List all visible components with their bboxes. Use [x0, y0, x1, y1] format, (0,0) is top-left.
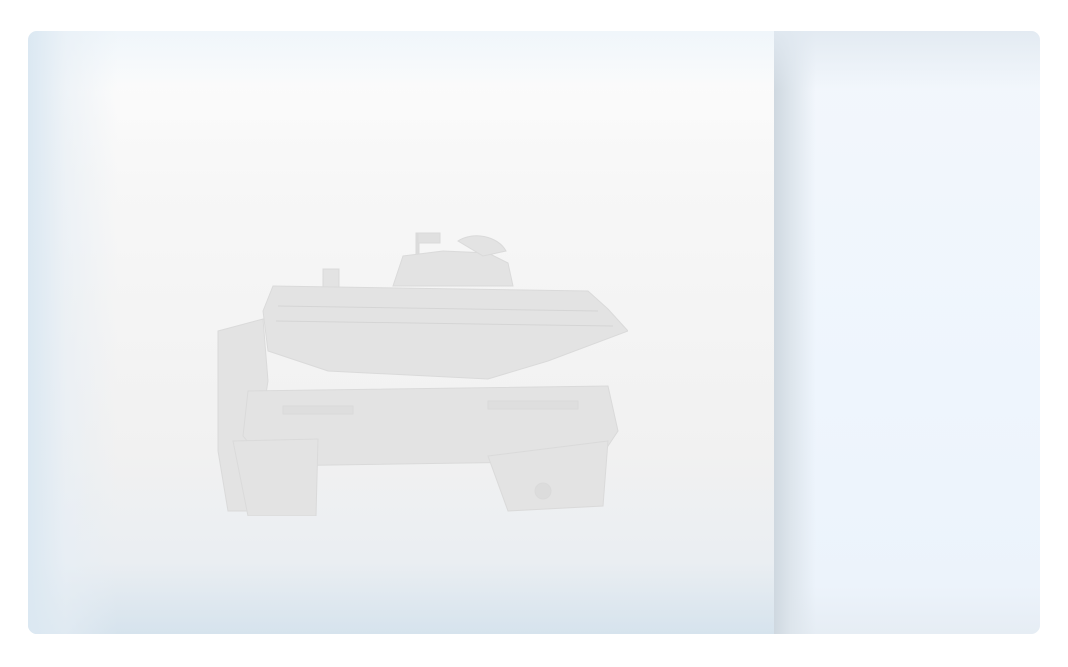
app-card	[28, 31, 1040, 634]
side-panel	[774, 31, 1040, 634]
tank-image	[217, 232, 628, 516]
image-viewer	[28, 31, 774, 634]
